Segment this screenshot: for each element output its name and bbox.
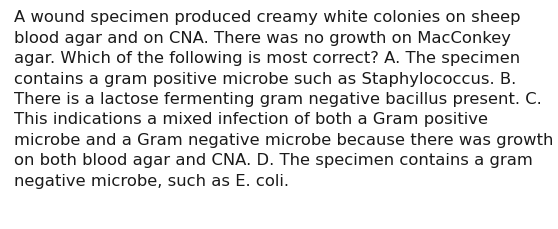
Text: A wound specimen produced creamy white colonies on sheep
blood agar and on CNA. : A wound specimen produced creamy white c… <box>14 10 554 188</box>
